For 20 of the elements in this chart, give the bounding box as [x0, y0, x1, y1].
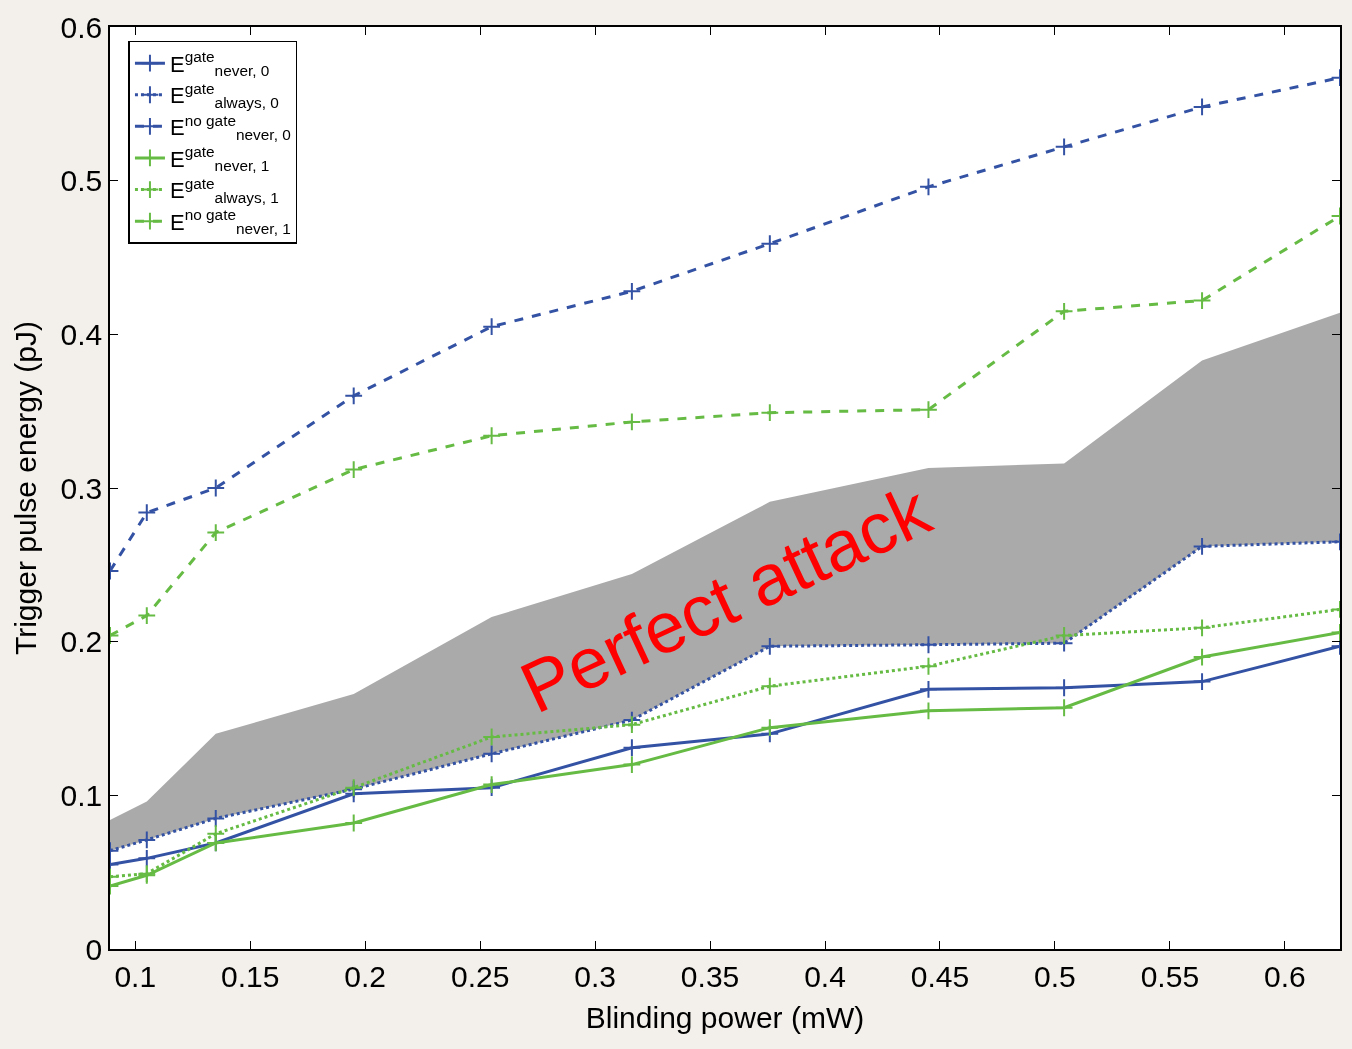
x-tick-label: 0.1: [114, 959, 157, 993]
x-tick-label: 0.3: [574, 959, 616, 993]
y-tick-label: 0.4: [60, 317, 103, 351]
y-tick-label: 0.6: [60, 10, 103, 44]
x-tick-label: 0.55: [1140, 959, 1200, 993]
x-tick-label: 0.6: [1263, 959, 1306, 993]
y-axis-title: Trigger pulse energy (pJ): [9, 320, 43, 656]
y-tick-label: 0.5: [60, 164, 103, 198]
x-tick-label: 0.4: [804, 959, 846, 993]
x-axis-title: Blinding power (mW): [585, 1000, 865, 1034]
x-tick-label: 0.2: [344, 959, 387, 993]
y-tick-label: 0.3: [60, 471, 103, 505]
y-tick-label: 0.2: [60, 625, 103, 659]
x-tick-label: 0.35: [680, 959, 740, 993]
x-tick-label: 0.45: [910, 959, 970, 993]
x-tick-label: 0.5: [1034, 959, 1076, 993]
y-tick-label: 0.1: [60, 778, 103, 812]
x-tick-label: 0.15: [221, 959, 280, 993]
x-tick-label: 0.25: [450, 959, 510, 993]
y-tick-label: 0: [85, 932, 103, 966]
